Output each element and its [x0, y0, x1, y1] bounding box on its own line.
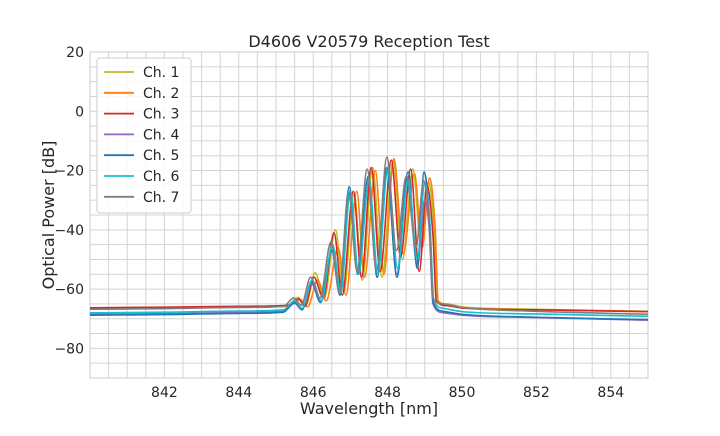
legend-label-ch6: Ch. 6 — [143, 169, 180, 185]
x-tick-label: 854 — [597, 385, 624, 401]
legend-label-ch3: Ch. 3 — [143, 107, 179, 123]
legend: Ch. 1 Ch. 2 Ch. 3 Ch. 4 Ch. 5 Ch. 6 Ch. 7 — [96, 57, 192, 214]
legend-label-ch2: Ch. 2 — [143, 86, 179, 102]
y-tick-label: −80 — [54, 341, 84, 357]
y-tick-label: 0 — [75, 104, 84, 120]
y-tick-label: 20 — [66, 45, 84, 61]
y-tick-label: −40 — [54, 223, 84, 239]
tick-labels: 842 844 846 848 850 852 854 −80 −60 −40 −20 0 20 — [54, 45, 624, 401]
y-axis-label: Optical Power [dB] — [39, 141, 58, 290]
series-lines — [90, 156, 648, 322]
x-tick-label: 848 — [374, 385, 401, 401]
y-tick-label: −60 — [54, 282, 84, 298]
legend-frame — [96, 57, 192, 214]
series-line-ch2 — [90, 157, 648, 313]
x-tick-label: 846 — [300, 385, 327, 401]
x-axis-label: Wavelength [nm] — [300, 399, 438, 418]
x-tick-label: 852 — [523, 385, 550, 401]
x-tick-label: 842 — [151, 385, 178, 401]
grid — [90, 52, 648, 378]
series-line-ch7 — [90, 156, 648, 316]
y-tick-label: −20 — [54, 164, 84, 180]
legend-label-ch1: Ch. 1 — [143, 65, 179, 81]
x-tick-label: 850 — [449, 385, 476, 401]
series-line-ch3 — [90, 159, 648, 313]
plot-frame — [89, 51, 649, 379]
legend-label-ch4: Ch. 4 — [143, 127, 180, 143]
x-tick-label: 844 — [225, 385, 252, 401]
chart-title: D4606 V20579 Reception Test — [248, 32, 489, 51]
legend-label-ch5: Ch. 5 — [143, 148, 179, 164]
legend-label-ch7: Ch. 7 — [143, 190, 179, 206]
